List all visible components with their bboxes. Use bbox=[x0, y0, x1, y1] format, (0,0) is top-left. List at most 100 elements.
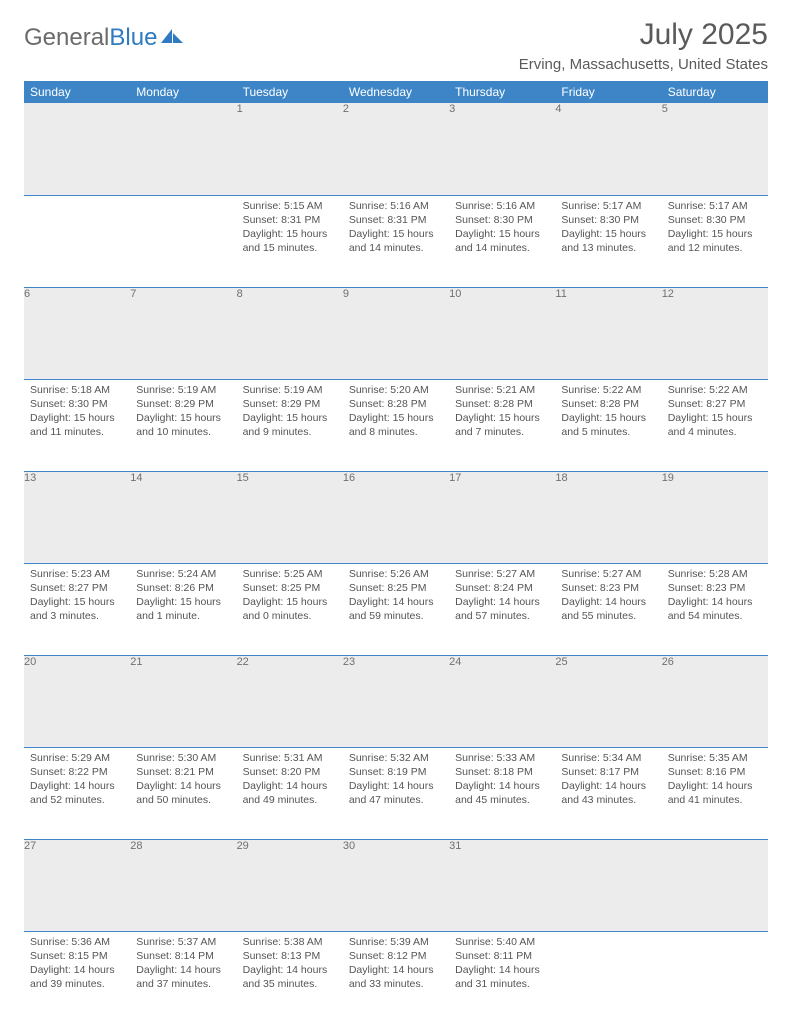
day-sunset: Sunset: 8:28 PM bbox=[561, 397, 655, 411]
day-sunset: Sunset: 8:21 PM bbox=[136, 765, 230, 779]
day-sunset: Sunset: 8:23 PM bbox=[668, 581, 762, 595]
day-header: Friday bbox=[555, 81, 661, 103]
day-number: 20 bbox=[24, 655, 130, 747]
day-sunrise: Sunrise: 5:21 AM bbox=[455, 383, 549, 397]
month-title: July 2025 bbox=[519, 18, 768, 52]
day-sunset: Sunset: 8:27 PM bbox=[668, 397, 762, 411]
calendar: Sunday Monday Tuesday Wednesday Thursday… bbox=[24, 81, 768, 1023]
logo-text-2: Blue bbox=[109, 24, 157, 52]
day-sunrise: Sunrise: 5:38 AM bbox=[243, 935, 337, 949]
day-number-row: 12345 bbox=[24, 103, 768, 195]
day-day2: and 9 minutes. bbox=[243, 425, 337, 439]
day-day2: and 31 minutes. bbox=[455, 977, 549, 991]
day-number: 11 bbox=[555, 287, 661, 379]
day-sunset: Sunset: 8:18 PM bbox=[455, 765, 549, 779]
day-sunrise: Sunrise: 5:29 AM bbox=[30, 751, 124, 765]
day-day2: and 4 minutes. bbox=[668, 425, 762, 439]
day-cell: Sunrise: 5:22 AMSunset: 8:28 PMDaylight:… bbox=[555, 379, 661, 471]
day-sunset: Sunset: 8:26 PM bbox=[136, 581, 230, 595]
day-sunrise: Sunrise: 5:28 AM bbox=[668, 567, 762, 581]
day-sunrise: Sunrise: 5:22 AM bbox=[561, 383, 655, 397]
day-day1: Daylight: 15 hours bbox=[668, 227, 762, 241]
day-number: 16 bbox=[343, 471, 449, 563]
day-day1: Daylight: 15 hours bbox=[243, 595, 337, 609]
day-detail: Sunrise: 5:37 AMSunset: 8:14 PMDaylight:… bbox=[130, 932, 236, 998]
day-sunset: Sunset: 8:22 PM bbox=[30, 765, 124, 779]
day-detail: Sunrise: 5:35 AMSunset: 8:16 PMDaylight:… bbox=[662, 748, 768, 814]
day-sunset: Sunset: 8:30 PM bbox=[668, 213, 762, 227]
day-sunset: Sunset: 8:13 PM bbox=[243, 949, 337, 963]
day-detail: Sunrise: 5:19 AMSunset: 8:29 PMDaylight:… bbox=[237, 380, 343, 446]
day-number: 24 bbox=[449, 655, 555, 747]
day-detail: Sunrise: 5:23 AMSunset: 8:27 PMDaylight:… bbox=[24, 564, 130, 630]
day-number: 25 bbox=[555, 655, 661, 747]
day-day1: Daylight: 14 hours bbox=[349, 595, 443, 609]
day-day2: and 14 minutes. bbox=[455, 241, 549, 255]
day-sunrise: Sunrise: 5:34 AM bbox=[561, 751, 655, 765]
day-day2: and 10 minutes. bbox=[136, 425, 230, 439]
day-number: 17 bbox=[449, 471, 555, 563]
day-cell: Sunrise: 5:19 AMSunset: 8:29 PMDaylight:… bbox=[130, 379, 236, 471]
day-number: 9 bbox=[343, 287, 449, 379]
day-number: 6 bbox=[24, 287, 130, 379]
day-cell: Sunrise: 5:38 AMSunset: 8:13 PMDaylight:… bbox=[237, 931, 343, 1023]
day-number: 10 bbox=[449, 287, 555, 379]
day-cell bbox=[555, 931, 661, 1023]
day-detail: Sunrise: 5:32 AMSunset: 8:19 PMDaylight:… bbox=[343, 748, 449, 814]
day-sunrise: Sunrise: 5:16 AM bbox=[455, 199, 549, 213]
day-sunrise: Sunrise: 5:17 AM bbox=[561, 199, 655, 213]
day-detail: Sunrise: 5:24 AMSunset: 8:26 PMDaylight:… bbox=[130, 564, 236, 630]
day-cell: Sunrise: 5:15 AMSunset: 8:31 PMDaylight:… bbox=[237, 195, 343, 287]
day-number: 1 bbox=[237, 103, 343, 195]
day-day1: Daylight: 14 hours bbox=[455, 963, 549, 977]
day-detail: Sunrise: 5:38 AMSunset: 8:13 PMDaylight:… bbox=[237, 932, 343, 998]
day-number: 21 bbox=[130, 655, 236, 747]
day-detail: Sunrise: 5:19 AMSunset: 8:29 PMDaylight:… bbox=[130, 380, 236, 446]
day-day1: Daylight: 14 hours bbox=[455, 595, 549, 609]
day-day1: Daylight: 15 hours bbox=[30, 411, 124, 425]
day-number: 15 bbox=[237, 471, 343, 563]
day-day1: Daylight: 15 hours bbox=[30, 595, 124, 609]
day-day2: and 5 minutes. bbox=[561, 425, 655, 439]
day-day2: and 55 minutes. bbox=[561, 609, 655, 623]
day-sunset: Sunset: 8:16 PM bbox=[668, 765, 762, 779]
day-header: Monday bbox=[130, 81, 236, 103]
day-detail-row: Sunrise: 5:29 AMSunset: 8:22 PMDaylight:… bbox=[24, 747, 768, 839]
day-sunrise: Sunrise: 5:27 AM bbox=[455, 567, 549, 581]
day-day1: Daylight: 15 hours bbox=[349, 411, 443, 425]
day-sunrise: Sunrise: 5:24 AM bbox=[136, 567, 230, 581]
day-detail: Sunrise: 5:26 AMSunset: 8:25 PMDaylight:… bbox=[343, 564, 449, 630]
day-day2: and 15 minutes. bbox=[243, 241, 337, 255]
day-cell: Sunrise: 5:39 AMSunset: 8:12 PMDaylight:… bbox=[343, 931, 449, 1023]
day-detail: Sunrise: 5:20 AMSunset: 8:28 PMDaylight:… bbox=[343, 380, 449, 446]
day-number: 18 bbox=[555, 471, 661, 563]
day-detail: Sunrise: 5:34 AMSunset: 8:17 PMDaylight:… bbox=[555, 748, 661, 814]
day-day2: and 11 minutes. bbox=[30, 425, 124, 439]
day-sunrise: Sunrise: 5:18 AM bbox=[30, 383, 124, 397]
day-header-row: Sunday Monday Tuesday Wednesday Thursday… bbox=[24, 81, 768, 103]
day-sunset: Sunset: 8:29 PM bbox=[136, 397, 230, 411]
day-sunrise: Sunrise: 5:17 AM bbox=[668, 199, 762, 213]
day-sunset: Sunset: 8:28 PM bbox=[349, 397, 443, 411]
day-day1: Daylight: 15 hours bbox=[349, 227, 443, 241]
day-sunrise: Sunrise: 5:23 AM bbox=[30, 567, 124, 581]
day-day2: and 3 minutes. bbox=[30, 609, 124, 623]
day-sunset: Sunset: 8:14 PM bbox=[136, 949, 230, 963]
day-sunset: Sunset: 8:30 PM bbox=[561, 213, 655, 227]
day-day2: and 50 minutes. bbox=[136, 793, 230, 807]
day-day2: and 41 minutes. bbox=[668, 793, 762, 807]
day-sunset: Sunset: 8:11 PM bbox=[455, 949, 549, 963]
day-day2: and 39 minutes. bbox=[30, 977, 124, 991]
day-detail: Sunrise: 5:31 AMSunset: 8:20 PMDaylight:… bbox=[237, 748, 343, 814]
day-cell: Sunrise: 5:29 AMSunset: 8:22 PMDaylight:… bbox=[24, 747, 130, 839]
logo-sail-icon bbox=[161, 24, 183, 52]
day-cell: Sunrise: 5:40 AMSunset: 8:11 PMDaylight:… bbox=[449, 931, 555, 1023]
day-day2: and 33 minutes. bbox=[349, 977, 443, 991]
day-day2: and 49 minutes. bbox=[243, 793, 337, 807]
day-day1: Daylight: 14 hours bbox=[136, 963, 230, 977]
page: GeneralBlue July 2025 Erving, Massachuse… bbox=[0, 0, 792, 1023]
day-cell: Sunrise: 5:35 AMSunset: 8:16 PMDaylight:… bbox=[662, 747, 768, 839]
day-sunrise: Sunrise: 5:37 AM bbox=[136, 935, 230, 949]
day-sunrise: Sunrise: 5:26 AM bbox=[349, 567, 443, 581]
day-detail: Sunrise: 5:29 AMSunset: 8:22 PMDaylight:… bbox=[24, 748, 130, 814]
